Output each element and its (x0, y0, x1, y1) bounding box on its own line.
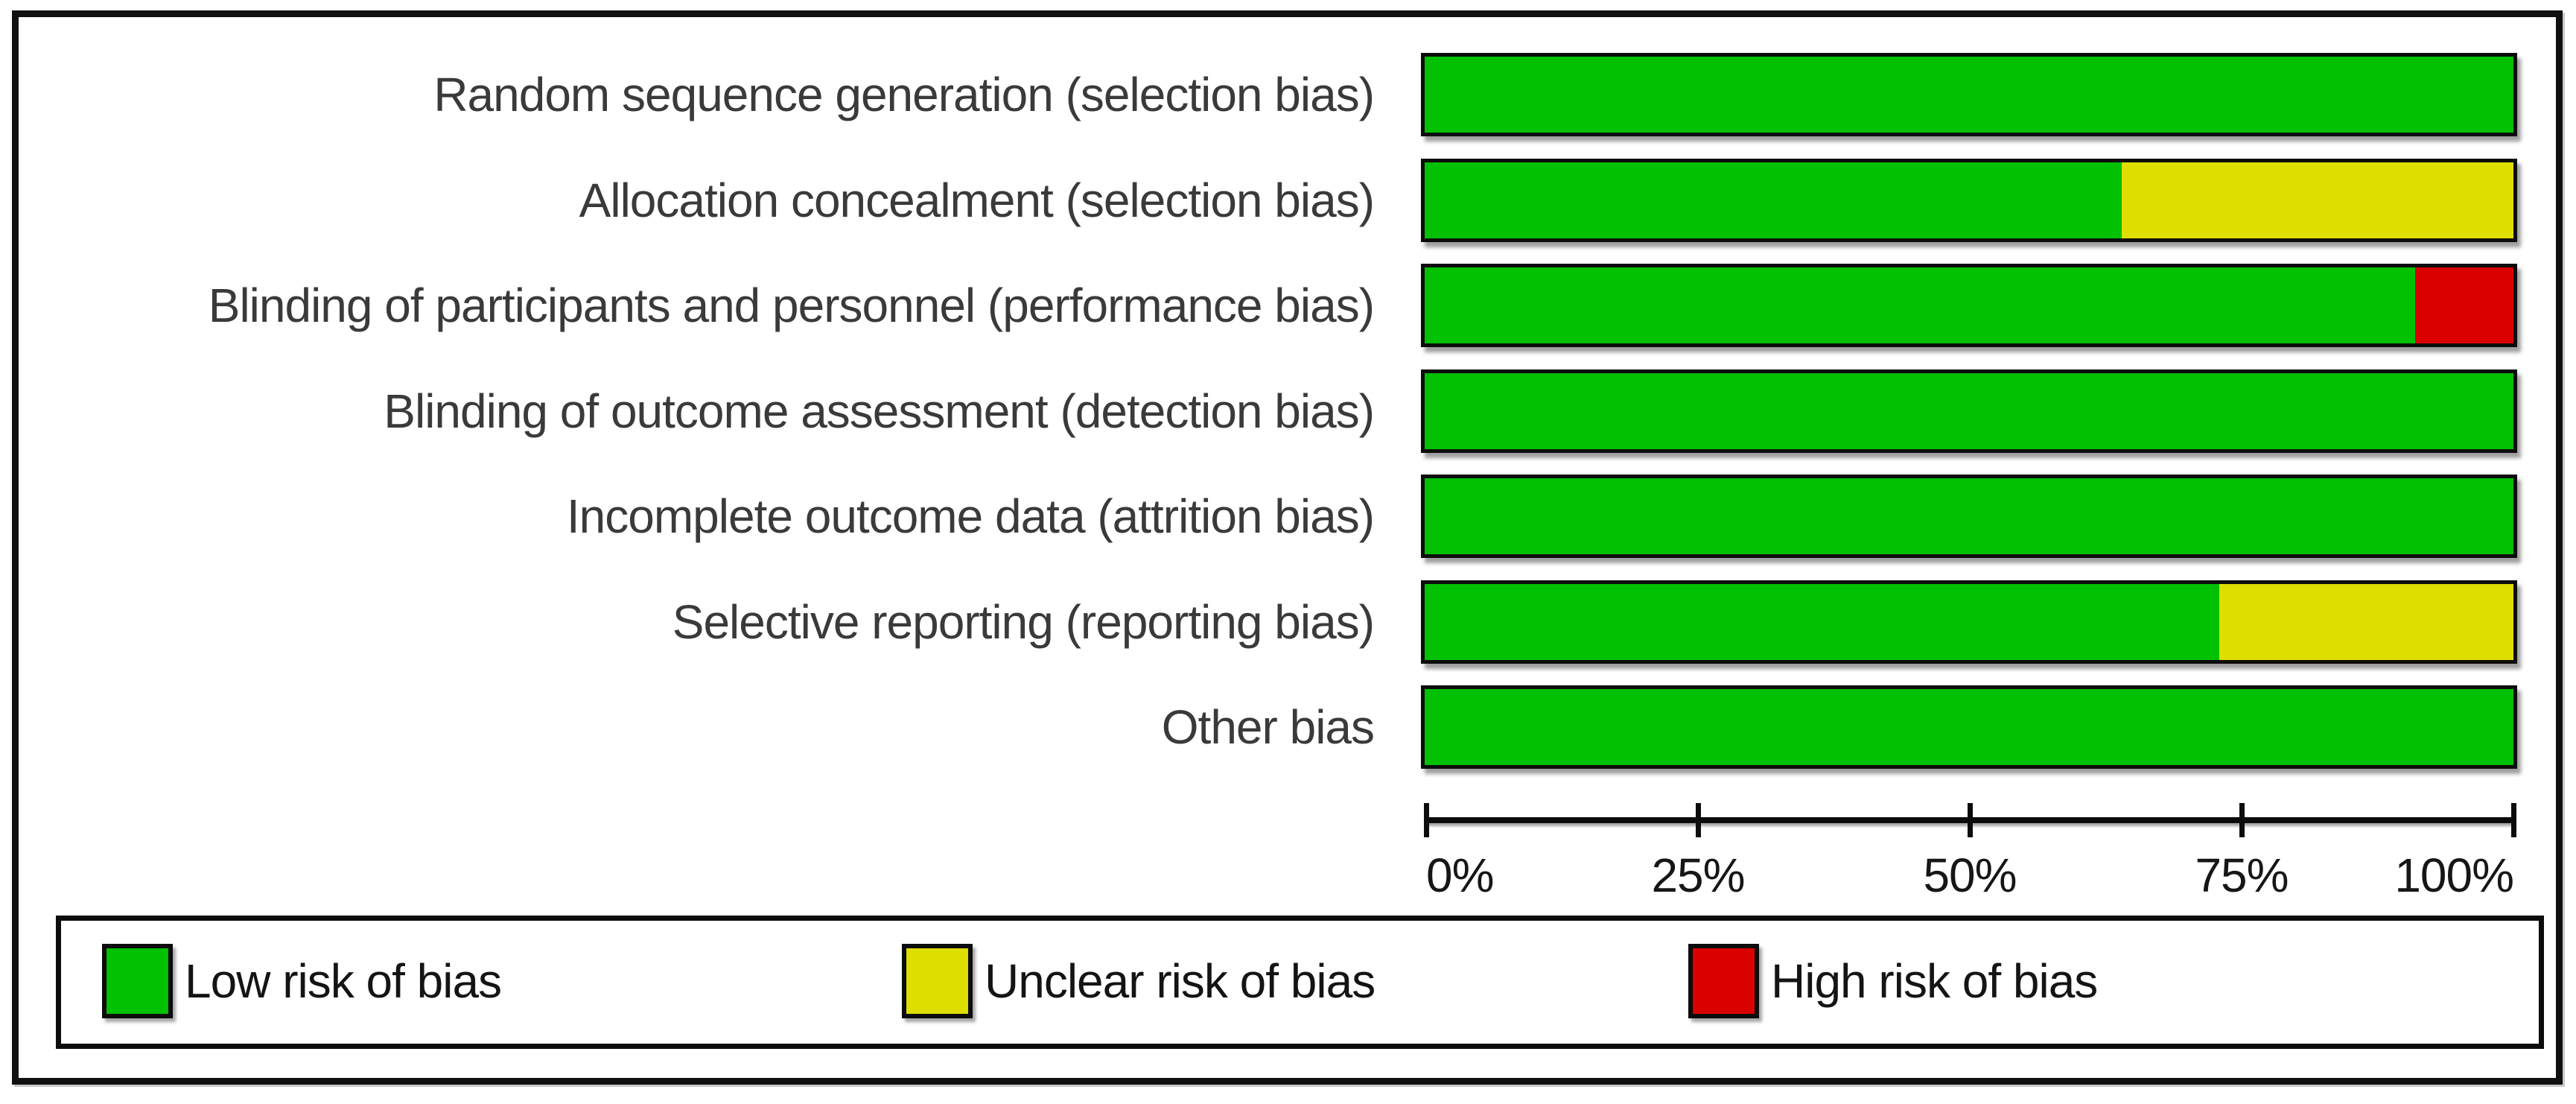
figure-border (12, 10, 2563, 1085)
x-axis-tick-label-25: 25% (1651, 848, 1745, 902)
legend-box: Low risk of bias Unclear risk of bias High… (56, 916, 2544, 1049)
bar-segment-low-risk-of-bias (1425, 689, 2513, 765)
x-axis-tick-label-50: 50% (1923, 848, 2017, 902)
x-axis-tick-label-0: 0% (1426, 848, 1494, 902)
bar-segment-low-risk-of-bias (1425, 478, 2513, 554)
bar-segment-high-risk-of-bias (2415, 267, 2513, 343)
bar-segment-low-risk-of-bias (1425, 267, 2416, 343)
bar-row-7 (1421, 685, 2517, 769)
bar-segment-low-risk-of-bias (1425, 584, 2220, 660)
legend-swatch-unclear-risk-of-bias (902, 944, 973, 1018)
bar-segment-unclear-risk-of-bias (2219, 584, 2513, 660)
x-axis-tick-100 (2511, 803, 2516, 837)
x-axis-tick-label-75: 75% (2195, 848, 2289, 902)
legend-item-low-risk-of-bias: Low risk of bias (102, 944, 502, 1018)
bar-row-3 (1421, 264, 2517, 347)
x-axis-tick-75 (2239, 803, 2245, 837)
bar-row-6 (1421, 580, 2517, 664)
legend-item-high-risk-of-bias: High risk of bias (1688, 944, 2098, 1018)
bar-segment-low-risk-of-bias (1425, 373, 2513, 449)
bar-row-5 (1421, 475, 2517, 558)
bar-row-4 (1421, 369, 2517, 453)
legend-swatch-low-risk-of-bias (102, 944, 173, 1018)
category-label-incomplete-outcome-data-attrition-bias: Incomplete outcome data (attrition bias) (566, 489, 1375, 543)
category-label-blinding-of-participants-and-personnel-performance-bias: Blinding of participants and personnel (… (208, 279, 1375, 332)
x-axis-tick-label-100: 100% (2394, 848, 2514, 902)
legend-label-unclear-risk-of-bias: Unclear risk of bias (985, 954, 1376, 1008)
x-axis-tick-0 (1424, 803, 1429, 837)
category-label-blinding-of-outcome-assessment-detection-bias: Blinding of outcome assessment (detectio… (384, 384, 1375, 438)
legend-label-low-risk-of-bias: Low risk of bias (185, 954, 502, 1008)
bar-segment-unclear-risk-of-bias (2121, 162, 2513, 238)
category-label-random-sequence-generation-selection-bias: Random sequence generation (selection bi… (433, 68, 1375, 121)
bar-row-1 (1421, 53, 2517, 136)
category-label-selective-reporting-reporting-bias: Selective reporting (reporting bias) (672, 595, 1375, 649)
legend-swatch-high-risk-of-bias (1688, 944, 1759, 1018)
category-label-other-bias: Other bias (1161, 700, 1375, 754)
bar-row-2 (1421, 159, 2517, 242)
category-label-allocation-concealment-selection-bias: Allocation concealment (selection bias) (579, 174, 1375, 227)
bar-segment-low-risk-of-bias (1425, 57, 2513, 133)
bar-segment-low-risk-of-bias (1425, 162, 2122, 238)
x-axis-tick-25 (1696, 803, 1701, 837)
legend-label-high-risk-of-bias: High risk of bias (1771, 954, 2098, 1008)
x-axis-tick-50 (1968, 803, 1973, 837)
legend-item-unclear-risk-of-bias: Unclear risk of bias (902, 944, 1376, 1018)
